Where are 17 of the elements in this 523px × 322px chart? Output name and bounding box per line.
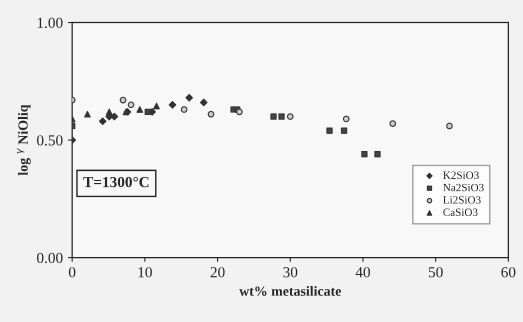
legend-label: K2SiO3 [443,171,479,179]
x-axis-title: wt% metasilicate [239,286,342,296]
x-tick-label: 0 [68,267,76,278]
x-tick-label: 40 [356,267,370,278]
annotation: T=1300°C [83,176,149,188]
y-axis-title: log $^{γ}$ NiOliq [16,104,31,176]
x-tick-label: 20 [210,267,225,278]
y-tick-label: 0.00 [36,252,63,264]
y-tick-label: 0.50 [36,135,63,146]
x-tick-label: 50 [428,267,443,278]
x-tick-label: 30 [283,267,298,278]
legend-label: Na2SiO3 [443,184,484,192]
x-tick-label: 60 [501,267,516,278]
y-tick-label: 1.00 [38,18,63,28]
x-tick-label: 10 [138,267,152,278]
legend-label: Li2SiO3 [443,196,481,204]
legend-label: CaSiO3 [443,208,478,216]
